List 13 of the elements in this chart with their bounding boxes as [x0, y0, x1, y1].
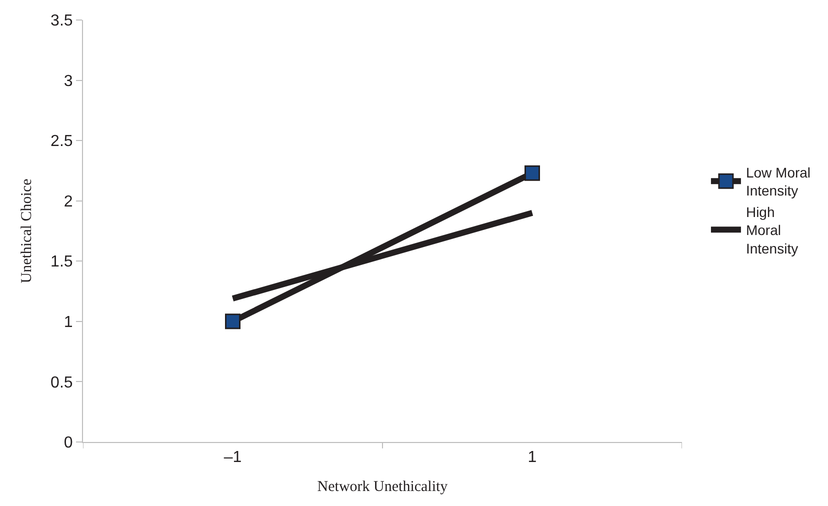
y-tick-label: 1 — [64, 314, 73, 332]
y-tick-label: 2 — [64, 193, 73, 210]
y-axis-title: Unethical Choice — [18, 178, 35, 284]
y-tick-label: 1.5 — [50, 254, 73, 271]
legend-label: Low Moral Intensity — [746, 164, 811, 199]
legend-label: High Moral Intensity — [746, 204, 798, 256]
x-axis-title: Network Unethicality — [317, 479, 448, 496]
y-tick-label: 0 — [64, 434, 73, 452]
y-tick-label: 0.5 — [50, 374, 73, 392]
y-tick-label: 3 — [64, 72, 73, 90]
y-tick-label: 3.5 — [50, 12, 73, 30]
y-tick-label: 2.5 — [50, 133, 73, 150]
x-tick-label: –1 — [224, 449, 242, 466]
